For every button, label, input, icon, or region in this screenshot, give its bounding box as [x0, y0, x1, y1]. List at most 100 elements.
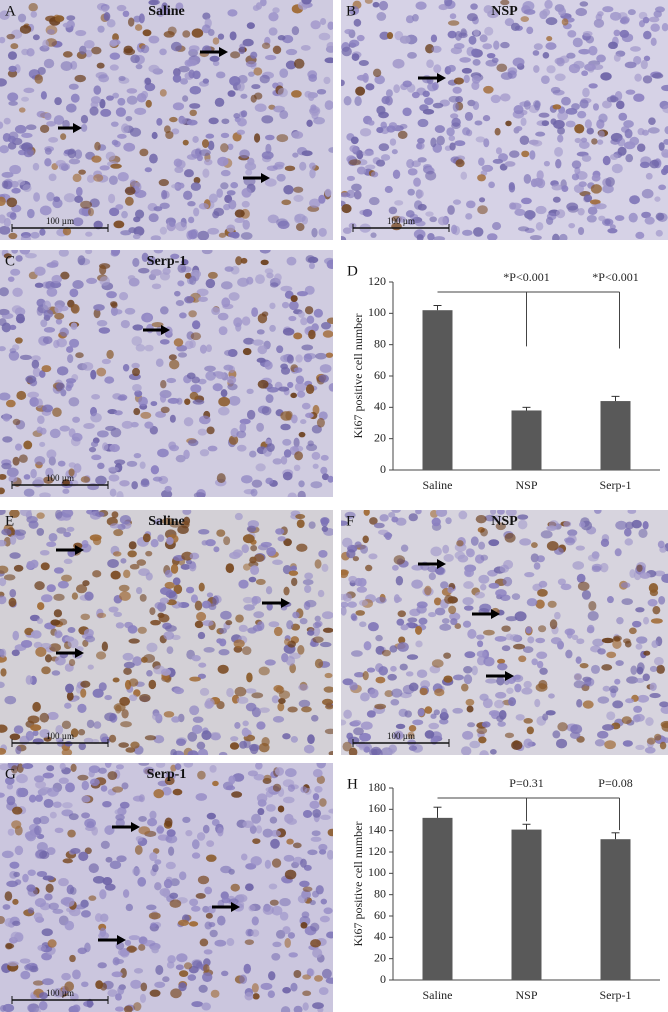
cell-nucleus [284, 869, 297, 880]
cell-nucleus [28, 520, 39, 529]
cell-nucleus [224, 266, 234, 272]
cell-nucleus [133, 453, 142, 459]
cell-nucleus [258, 666, 270, 676]
cell-nucleus [480, 554, 489, 561]
cell-nucleus [173, 338, 184, 347]
cell-nucleus [27, 869, 36, 876]
cell-nucleus [231, 791, 243, 798]
cell-nucleus [311, 227, 318, 238]
cell-nucleus [46, 287, 58, 297]
cell-nucleus [39, 228, 46, 236]
cell-nucleus [606, 711, 616, 721]
cell-nucleus [190, 332, 202, 341]
cell-nucleus [483, 85, 494, 94]
panel-label: G [5, 766, 16, 782]
cell-nucleus [47, 29, 55, 35]
cell-nucleus [278, 386, 290, 392]
cell-nucleus [495, 589, 507, 598]
cell-nucleus [251, 596, 262, 604]
cell-nucleus [587, 610, 599, 621]
cell-nucleus [162, 786, 172, 796]
cell-nucleus [228, 395, 241, 406]
cell-nucleus [131, 336, 143, 346]
cell-nucleus [81, 780, 90, 791]
cell-nucleus [659, 741, 667, 750]
panel-label: E [5, 513, 14, 529]
cell-nucleus [417, 118, 429, 128]
cell-nucleus [204, 365, 216, 372]
y-tick-label: 60 [374, 368, 386, 382]
cell-nucleus [391, 149, 398, 155]
cell-nucleus [91, 46, 102, 55]
cell-nucleus [240, 93, 248, 99]
cell-nucleus [7, 961, 19, 967]
cell-nucleus [44, 158, 52, 167]
cell-nucleus [408, 725, 417, 732]
cell-nucleus [14, 845, 24, 856]
cell-nucleus [152, 864, 159, 873]
cell-nucleus [649, 682, 657, 691]
cell-nucleus [74, 74, 86, 83]
cell-nucleus [253, 554, 265, 563]
cell-nucleus [34, 74, 43, 84]
cell-nucleus [404, 710, 412, 718]
cell-nucleus [511, 740, 523, 751]
cell-nucleus [493, 40, 500, 50]
cell-nucleus [272, 45, 282, 55]
cell-nucleus [58, 162, 71, 171]
cell-nucleus [465, 213, 473, 220]
cell-nucleus [285, 768, 297, 778]
cell-nucleus [42, 875, 55, 881]
cell-nucleus [654, 570, 666, 577]
arrow-head [261, 173, 270, 183]
cell-nucleus [201, 250, 213, 255]
cell-nucleus [34, 825, 42, 836]
cell-nucleus [273, 626, 283, 637]
cell-nucleus [87, 207, 94, 217]
cell-nucleus [534, 698, 541, 708]
cell-nucleus [494, 127, 501, 136]
cell-nucleus [323, 76, 331, 85]
cell-nucleus [476, 656, 486, 666]
cell-nucleus [302, 579, 314, 586]
cell-nucleus [250, 51, 258, 59]
cell-nucleus [112, 92, 120, 99]
bar [422, 310, 453, 470]
cell-nucleus [191, 320, 201, 330]
cell-nucleus [13, 167, 21, 174]
cell-nucleus [267, 387, 279, 393]
cell-nucleus [316, 763, 326, 769]
cell-nucleus [185, 829, 193, 837]
cell-nucleus [417, 708, 425, 717]
cell-nucleus [251, 707, 261, 718]
y-tick-label: 20 [374, 950, 386, 964]
cell-nucleus [229, 551, 241, 560]
cell-nucleus [458, 32, 468, 39]
cell-nucleus [365, 83, 375, 91]
cell-nucleus [59, 425, 70, 432]
cell-nucleus [161, 517, 174, 525]
cell-nucleus [454, 140, 466, 147]
cell-nucleus [351, 719, 362, 726]
cell-nucleus [325, 977, 333, 984]
cell-nucleus [430, 137, 437, 148]
cell-nucleus [130, 54, 140, 64]
cell-nucleus [55, 382, 65, 391]
cell-nucleus [633, 93, 645, 102]
cell-nucleus [72, 217, 84, 227]
cell-nucleus [392, 169, 401, 179]
cell-nucleus [243, 604, 255, 611]
cell-nucleus [643, 30, 652, 40]
cell-nucleus [523, 680, 532, 689]
cell-nucleus [0, 748, 7, 755]
y-tick-label: 180 [368, 780, 386, 794]
cell-nucleus [149, 425, 158, 435]
cell-nucleus [36, 306, 44, 316]
cell-nucleus [500, 93, 511, 102]
cell-nucleus [110, 121, 119, 127]
cell-nucleus [82, 580, 90, 587]
micrograph [0, 510, 333, 755]
cell-nucleus [614, 548, 622, 557]
annotation: P=0.31 [509, 776, 543, 790]
cell-nucleus [175, 454, 186, 463]
